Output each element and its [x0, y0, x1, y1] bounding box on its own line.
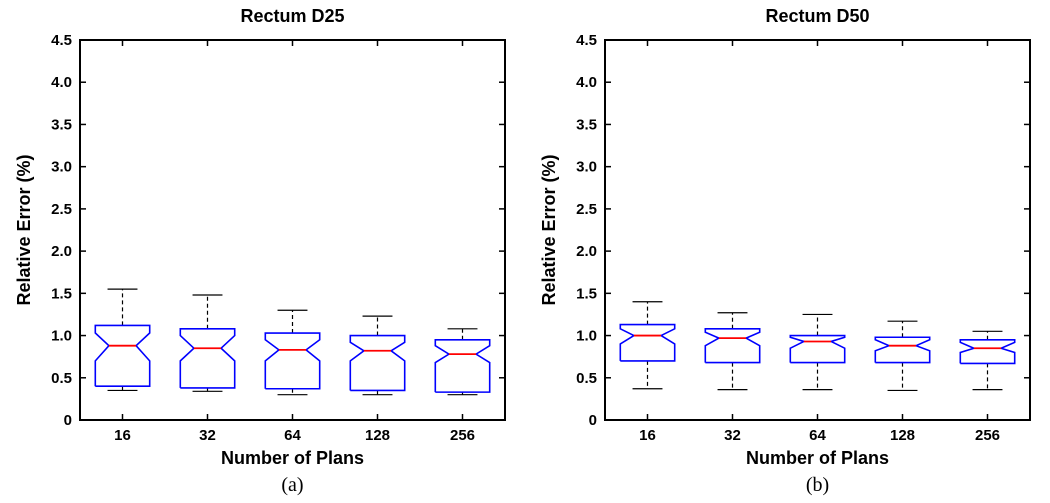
- y-tick-label: 4.0: [51, 74, 72, 91]
- boxplot-box: [95, 325, 149, 386]
- y-tick-label: 2.5: [51, 201, 72, 218]
- y-tick-label: 1.0: [576, 328, 597, 345]
- x-tick-label: 64: [284, 427, 301, 444]
- y-tick-label: 3.0: [51, 159, 72, 176]
- x-tick-label: 64: [809, 427, 826, 444]
- boxplot-box: [265, 333, 319, 389]
- boxplot-box: [350, 336, 404, 391]
- x-tick-label: 256: [975, 427, 1000, 444]
- x-tick-label: 16: [114, 427, 131, 444]
- boxplot-box: [435, 340, 489, 392]
- boxplot-box: [705, 329, 759, 363]
- y-tick-label: 1.5: [51, 285, 72, 302]
- x-tick-label: 128: [890, 427, 915, 444]
- y-tick-label: 3.0: [576, 159, 597, 176]
- boxplot-box: [960, 340, 1014, 364]
- y-tick-label: 2.5: [576, 201, 597, 218]
- y-tick-label: 4.5: [51, 32, 72, 49]
- y-axis-title: Relative Error (%): [539, 154, 559, 305]
- figure-container: 0 0.5 1.0 1.5 2.0 2.5 3.0 3.5 4.0 4.5 16 32 64 128 256…: [0, 0, 1050, 503]
- boxplot-box: [620, 325, 674, 361]
- x-tick-label: 128: [365, 427, 390, 444]
- y-tick-label: 0.5: [576, 370, 597, 387]
- y-tick-label: 3.5: [576, 116, 597, 133]
- y-tick-label: 4.0: [576, 74, 597, 91]
- x-axis-title: Number of Plans: [746, 448, 889, 468]
- y-tick-label: 0: [589, 412, 597, 429]
- subfigure-label: (b): [806, 474, 829, 496]
- panel-a: 0 0.5 1.0 1.5 2.0 2.5 3.0 3.5 4.0 4.5 16 32 64 128 256…: [0, 0, 525, 503]
- y-tick-label: 1.0: [51, 328, 72, 345]
- chart-title: Rectum D25: [240, 6, 344, 26]
- y-tick-label: 0: [64, 412, 72, 429]
- y-tick-label: 2.0: [576, 243, 597, 260]
- x-tick-label: 256: [450, 427, 475, 444]
- y-tick-label: 0.5: [51, 370, 72, 387]
- boxplot-box: [790, 336, 844, 363]
- subfigure-label: (a): [281, 474, 303, 496]
- panel-b: 0 0.5 1.0 1.5 2.0 2.5 3.0 3.5 4.0 4.5 16 32 64 128 256…: [525, 0, 1050, 503]
- x-tick-label: 32: [724, 427, 741, 444]
- x-axis-title: Number of Plans: [221, 448, 364, 468]
- chart-svg-b: 0 0.5 1.0 1.5 2.0 2.5 3.0 3.5 4.0 4.5 16 32 64 128 256…: [525, 0, 1050, 503]
- chart-svg-a: 0 0.5 1.0 1.5 2.0 2.5 3.0 3.5 4.0 4.5 16 32 64 128 256…: [0, 0, 525, 503]
- boxplot-box: [875, 337, 929, 362]
- y-tick-label: 4.5: [576, 32, 597, 49]
- boxplot-box: [180, 329, 234, 388]
- x-tick-label: 16: [639, 427, 656, 444]
- y-tick-label: 2.0: [51, 243, 72, 260]
- y-tick-label: 3.5: [51, 116, 72, 133]
- chart-title: Rectum D50: [765, 6, 869, 26]
- x-tick-label: 32: [199, 427, 216, 444]
- y-axis-title: Relative Error (%): [14, 154, 34, 305]
- y-tick-label: 1.5: [576, 285, 597, 302]
